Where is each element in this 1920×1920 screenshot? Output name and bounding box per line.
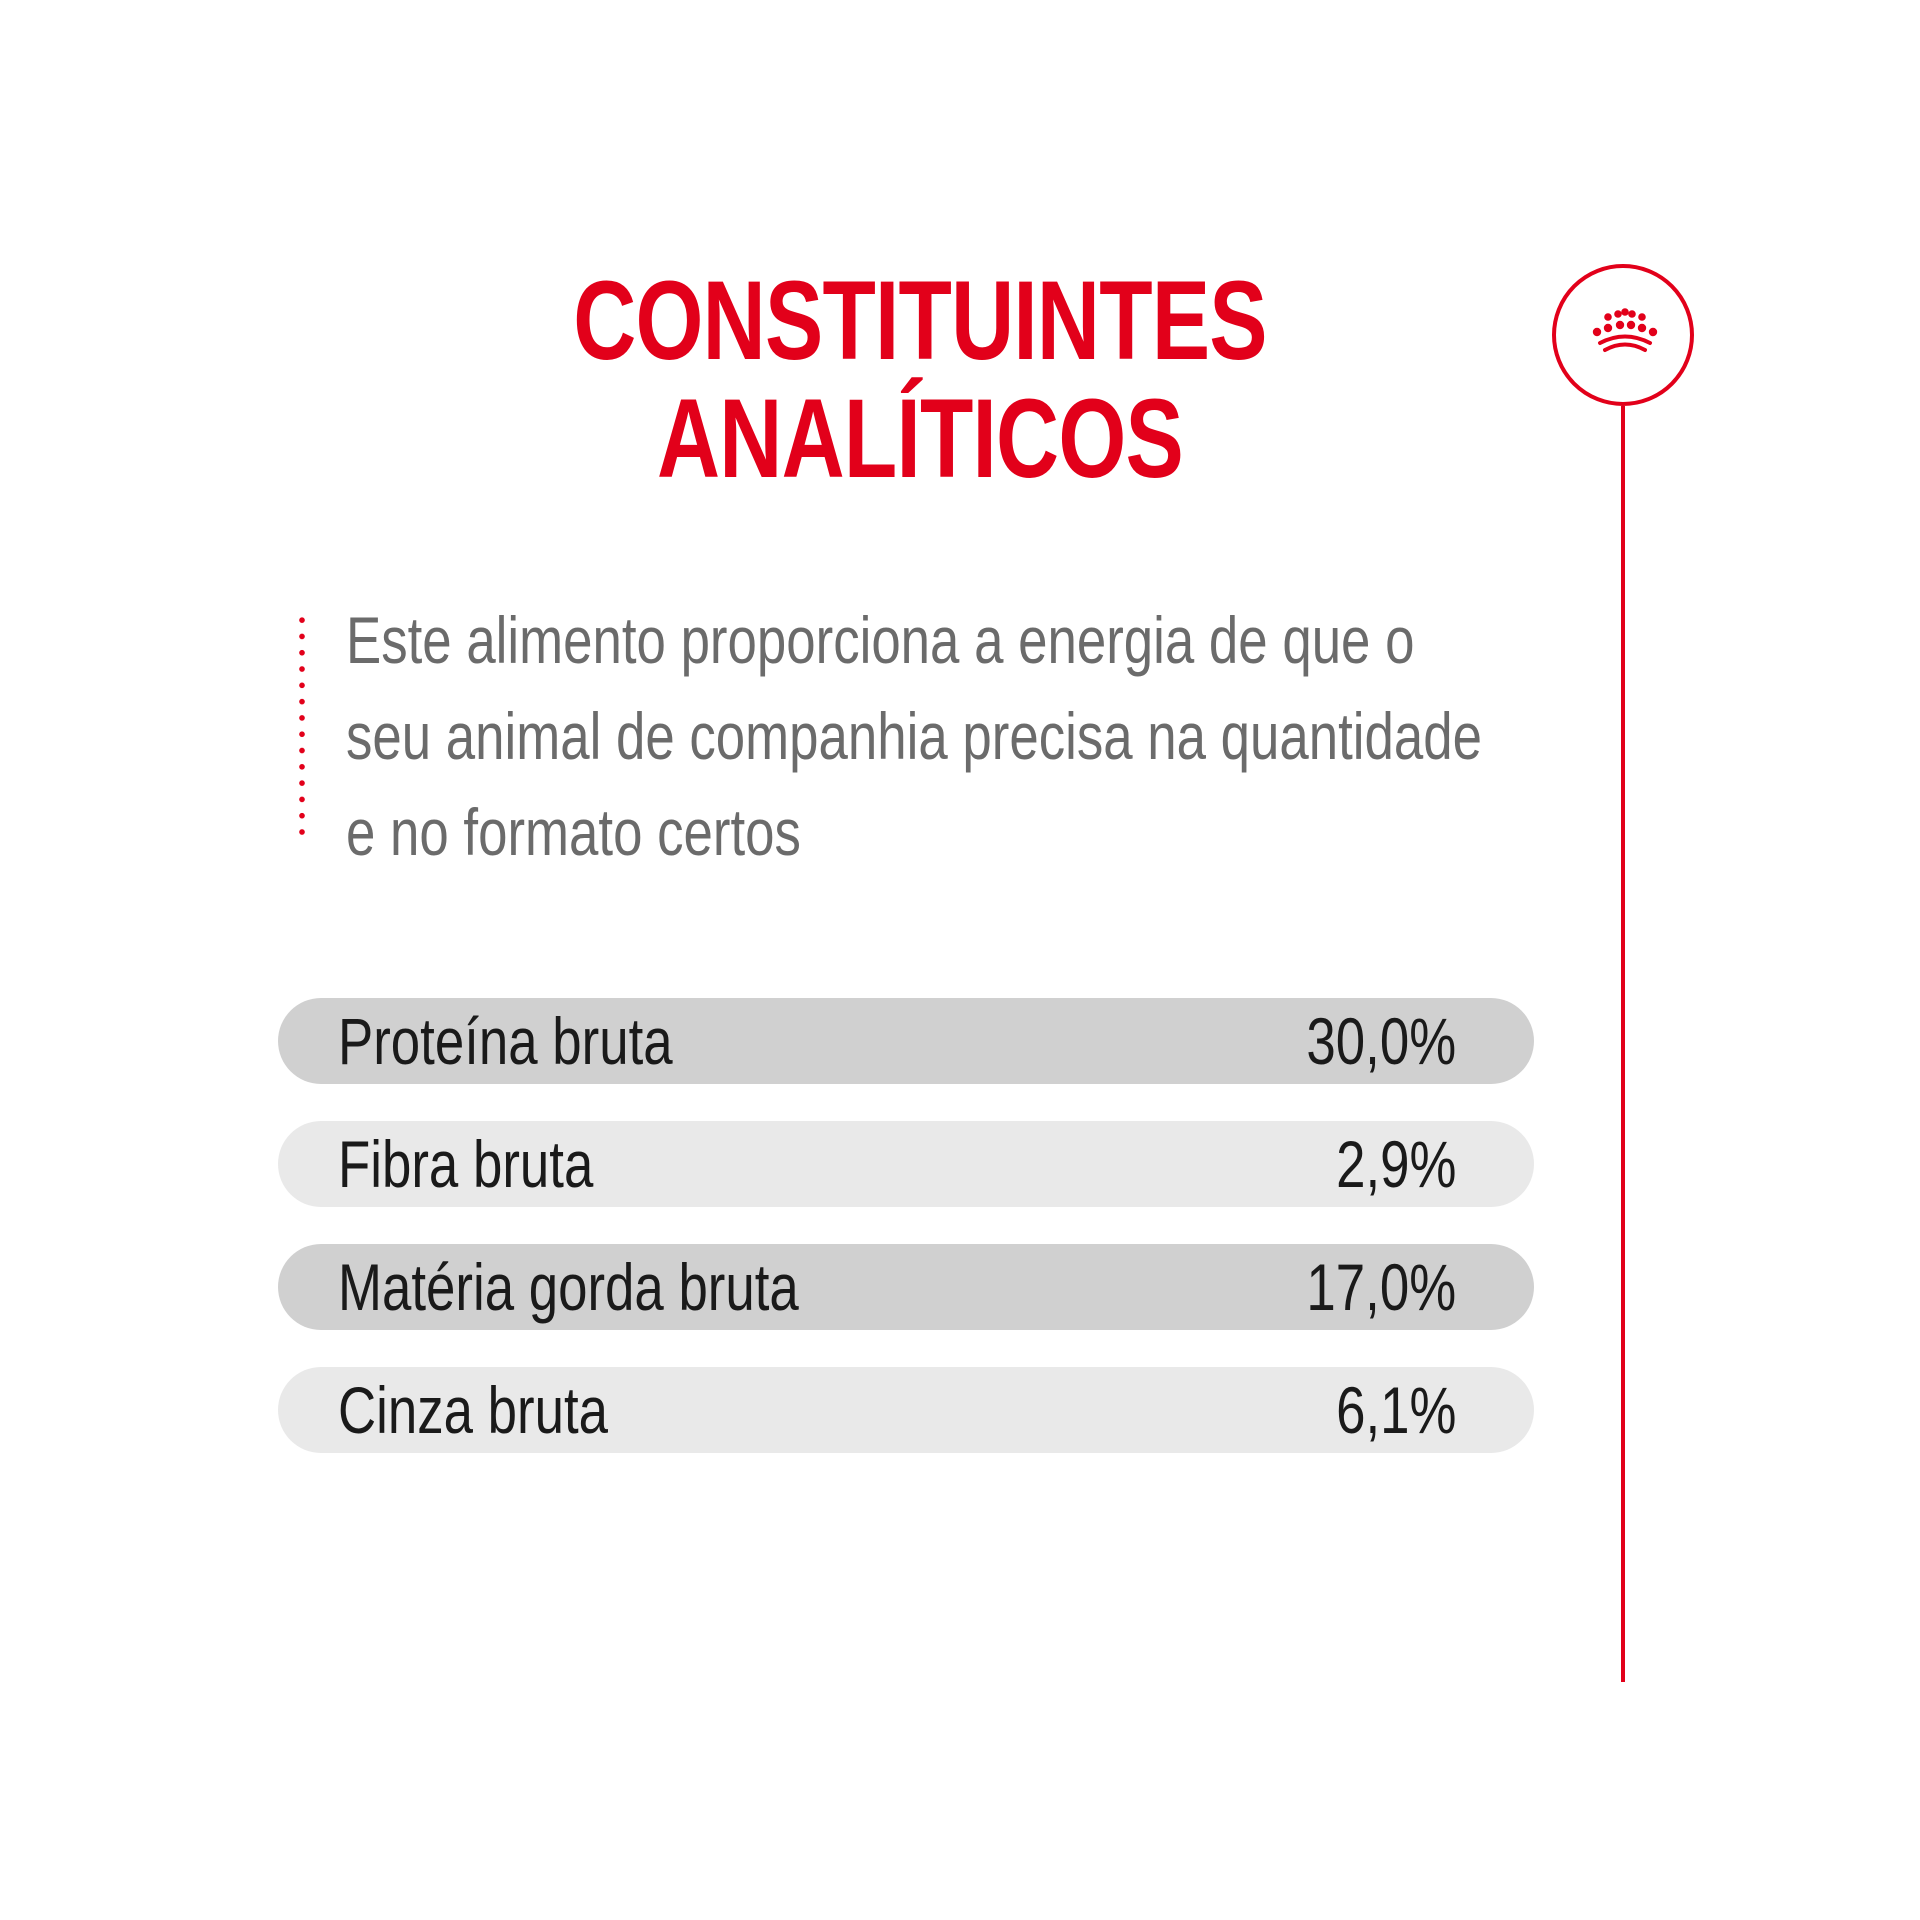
nutrient-value: 30,0%	[1306, 1004, 1456, 1078]
title-line-1: CONSTITUINTES	[573, 258, 1267, 383]
description-line-3: e no formato certos	[346, 795, 801, 869]
nutrient-row-fiber: Fibra bruta 2,9%	[278, 1121, 1534, 1207]
description: Este alimento proporciona a energia de q…	[346, 592, 1482, 880]
nutrient-row-protein: Proteína bruta 30,0%	[278, 998, 1534, 1084]
vertical-divider	[1621, 406, 1625, 1682]
nutrient-value: 6,1%	[1335, 1373, 1456, 1447]
brand-logo	[1552, 264, 1694, 406]
description-line-2: seu animal de companhia precisa na quant…	[346, 699, 1482, 773]
page-title: CONSTITUINTES ANALÍTICOS	[202, 262, 1637, 498]
nutrient-label: Proteína bruta	[338, 1004, 673, 1078]
nutrient-label: Cinza bruta	[338, 1373, 609, 1447]
dotted-accent	[299, 612, 305, 840]
title-line-2: ANALÍTICOS	[656, 376, 1184, 501]
crown-icon	[1592, 308, 1658, 352]
nutrient-value: 17,0%	[1306, 1250, 1456, 1324]
nutrient-row-ash: Cinza bruta 6,1%	[278, 1367, 1534, 1453]
nutrient-value: 2,9%	[1335, 1127, 1456, 1201]
nutrient-label: Matéria gorda bruta	[338, 1250, 799, 1324]
nutrient-label: Fibra bruta	[338, 1127, 594, 1201]
nutrient-row-fat: Matéria gorda bruta 17,0%	[278, 1244, 1534, 1330]
description-line-1: Este alimento proporciona a energia de q…	[346, 603, 1415, 677]
